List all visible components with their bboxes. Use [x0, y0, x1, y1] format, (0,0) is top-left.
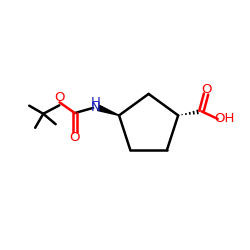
- Text: O: O: [54, 91, 65, 104]
- Polygon shape: [98, 105, 119, 116]
- Text: N: N: [91, 101, 101, 114]
- Text: H: H: [91, 96, 101, 109]
- Text: O: O: [201, 82, 212, 96]
- Text: O: O: [69, 131, 79, 144]
- Text: OH: OH: [214, 112, 235, 125]
